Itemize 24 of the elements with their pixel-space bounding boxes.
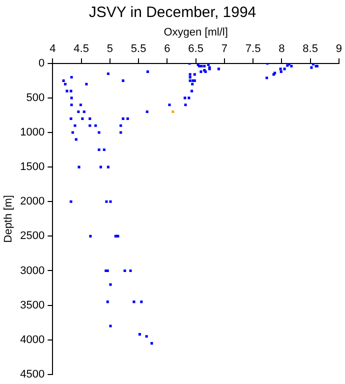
x-tick-label: 4.5 <box>74 42 89 55</box>
y-tick-label: 500 <box>26 92 45 104</box>
y-axis-title: Depth [m] <box>2 195 15 243</box>
x-tick-label: 6 <box>164 42 170 55</box>
y-tick-label: 1000 <box>20 126 45 139</box>
x-tick-label: 4 <box>50 42 56 55</box>
x-tick-label: 8 <box>278 42 285 55</box>
y-tick-label: 4000 <box>20 334 45 346</box>
x-tick-label: 5.5 <box>130 42 146 55</box>
y-tick-label: 0 <box>38 57 45 70</box>
y-tick-label: 2000 <box>20 196 45 208</box>
x-axis-title: Oxygen [ml/l] <box>164 26 228 39</box>
x-tick-label: 9 <box>336 42 342 55</box>
y-tick-label: 3500 <box>20 299 45 312</box>
x-tick-label: 8.5 <box>302 42 318 55</box>
y-tick-label: 3000 <box>20 264 45 277</box>
x-tick-label: 7.5 <box>245 42 261 55</box>
chart-title: JSVY in December, 1994 <box>88 4 258 21</box>
x-tick-label: 5 <box>106 42 113 55</box>
x-tick-label: 6.5 <box>188 42 204 55</box>
x-tick-label: 7 <box>221 42 228 55</box>
y-tick-label: 2500 <box>20 230 45 242</box>
y-tick-label: 1500 <box>20 161 45 174</box>
y-tick-label: 4500 <box>20 368 45 380</box>
